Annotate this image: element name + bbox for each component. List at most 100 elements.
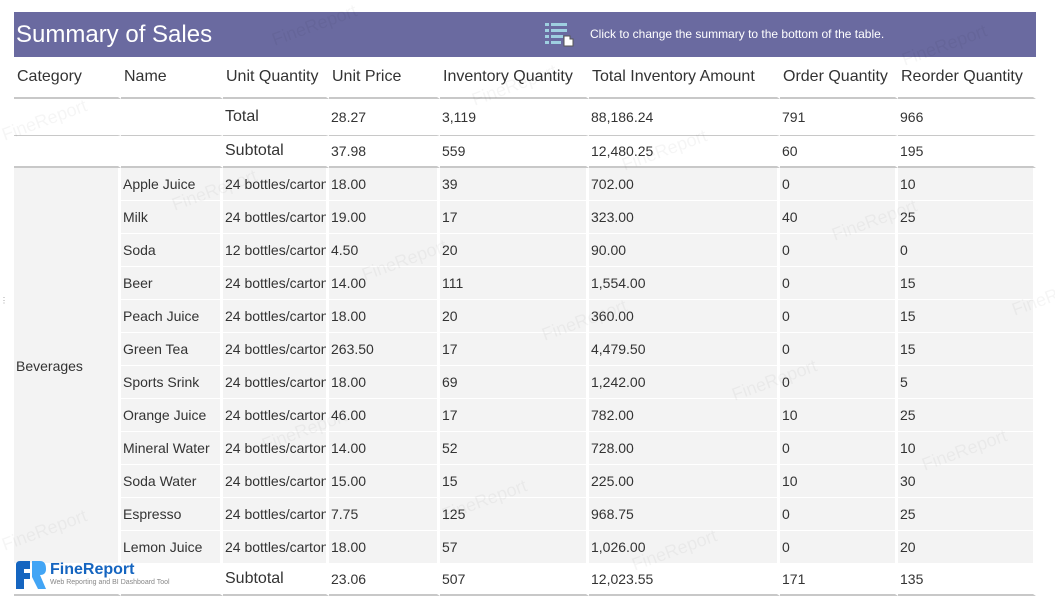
resize-handle[interactable]: ⋮ [0,296,8,305]
table-row: Espresso 24 bottles/carton 7.75 125 968.75 0 2… [14,498,1036,531]
table-row: Green Tea 24 bottles/carton 263.50 17 4,479.… [14,333,1036,366]
reorder-quantity-cell: 25 [898,201,1036,234]
total-inventory-amount-cell: 702.00 [589,168,780,201]
order-quantity-cell: 0 [780,300,898,333]
summary-position-toggle[interactable]: Click to change the summary to the botto… [544,21,884,47]
unit-price-cell: 7.75 [329,498,440,531]
blank-cell [121,564,223,596]
table-row: Soda Water 24 bottles/carton 15.00 15 225.00… [14,465,1036,498]
subtotal-row: Subtotal 37.98 559 12,480.25 60 195 [14,136,1036,168]
reorder-quantity-cell: 25 [898,498,1036,531]
unit-price-cell: 18.00 [329,300,440,333]
unit-quantity-cell: 24 bottles/carton [223,333,329,366]
name-cell: Apple Juice [121,168,223,201]
finereport-logo: FineReport Web Reporting and BI Dashboar… [14,559,170,591]
total-inventory-amount: 88,186.24 [589,99,780,136]
total-inventory-amount-cell: 90.00 [589,234,780,267]
summary-toggle-label[interactable]: Click to change the summary to the botto… [590,27,885,41]
total-order-quantity: 791 [780,99,898,136]
total-inventory-amount-cell: 968.75 [589,498,780,531]
name-cell: Lemon Juice [121,531,223,564]
unit-quantity-cell: 24 bottles/carton [223,432,329,465]
unit-quantity-cell: 24 bottles/carton [223,201,329,234]
unit-price-cell: 18.00 [329,531,440,564]
unit-quantity-cell: 24 bottles/carton [223,168,329,201]
inventory-quantity-cell: 20 [440,300,589,333]
unit-quantity-cell: 24 bottles/carton [223,366,329,399]
total-inventory-amount-cell: 323.00 [589,201,780,234]
name-cell: Sports Srink [121,366,223,399]
total-inventory-amount-cell: 782.00 [589,399,780,432]
subtotal-order-quantity: 60 [780,136,898,168]
name-cell: Orange Juice [121,399,223,432]
unit-price-cell: 4.50 [329,234,440,267]
inventory-quantity-cell: 125 [440,498,589,531]
name-cell: Espresso [121,498,223,531]
total-inventory-quantity: 3,119 [440,99,589,136]
total-label: Total [223,99,329,136]
unit-price-cell: 15.00 [329,465,440,498]
table-summary-icon[interactable] [544,21,574,47]
table-row: Beverages Apple Juice 24 bottles/carton 18.… [14,168,1036,564]
reorder-quantity-cell: 30 [898,465,1036,498]
sales-summary-table: Category Name Unit Quantity Unit Price I… [14,57,1036,596]
inventory-quantity-cell: 57 [440,531,589,564]
order-quantity-cell: 10 [780,465,898,498]
reorder-quantity-cell: 15 [898,333,1036,366]
unit-quantity-cell: 12 bottles/carton [223,234,329,267]
blank-cell [121,136,223,168]
total-inventory-amount-cell: 728.00 [589,432,780,465]
order-quantity-cell: 40 [780,201,898,234]
table-header-row: Category Name Unit Quantity Unit Price I… [14,57,1036,99]
total-inventory-amount-cell: 1,554.00 [589,267,780,300]
blank-cell [14,136,121,168]
blank-cell [14,99,121,136]
table-row: Peach Juice 24 bottles/carton 18.00 20 360.0… [14,300,1036,333]
unit-quantity-cell: 24 bottles/carton [223,300,329,333]
unit-quantity-cell: 24 bottles/carton [223,531,329,564]
total-unit-price: 28.27 [329,99,440,136]
reorder-quantity-cell: 15 [898,300,1036,333]
inventory-quantity-cell: 17 [440,333,589,366]
blank-cell [121,99,223,136]
unit-quantity-cell: 24 bottles/carton [223,498,329,531]
name-cell: Peach Juice [121,300,223,333]
total-inventory-amount-cell: 4,479.50 [589,333,780,366]
category-cell: Beverages [14,168,121,564]
inventory-quantity-cell: 39 [440,168,589,201]
unit-quantity-cell: 24 bottles/carton [223,465,329,498]
unit-price-cell: 18.00 [329,366,440,399]
reorder-quantity-cell: 10 [898,432,1036,465]
column-header-unit-price: Unit Price [329,57,440,99]
inventory-quantity-cell: 15 [440,465,589,498]
logo-tagline: Web Reporting and BI Dashboard Tool [50,579,170,586]
inventory-quantity-cell: 52 [440,432,589,465]
inventory-quantity-cell: 20 [440,234,589,267]
column-header-total-inventory-amount: Total Inventory Amount [589,57,780,99]
unit-price-cell: 46.00 [329,399,440,432]
table-row: Sports Srink 24 bottles/carton 18.00 69 1,24… [14,366,1036,399]
reorder-quantity-cell: 15 [898,267,1036,300]
subtotal-row-bottom: Subtotal 23.06 507 12,023.55 171 135 [14,564,1036,596]
subtotal-order-quantity: 171 [780,564,898,596]
unit-quantity-cell: 24 bottles/carton [223,267,329,300]
order-quantity-cell: 10 [780,399,898,432]
inventory-quantity-cell: 17 [440,201,589,234]
order-quantity-cell: 0 [780,432,898,465]
reorder-quantity-cell: 5 [898,366,1036,399]
order-quantity-cell: 0 [780,531,898,564]
column-header-unit-quantity: Unit Quantity [223,57,329,99]
subtotal-inventory-quantity: 559 [440,136,589,168]
name-cell: Soda Water [121,465,223,498]
reorder-quantity-cell: 0 [898,234,1036,267]
total-inventory-amount-cell: 1,026.00 [589,531,780,564]
reorder-quantity-cell: 25 [898,399,1036,432]
subtotal-reorder-quantity: 195 [898,136,1036,168]
reorder-quantity-cell: 20 [898,531,1036,564]
unit-price-cell: 14.00 [329,267,440,300]
inventory-quantity-cell: 17 [440,399,589,432]
subtotal-inventory-amount: 12,023.55 [589,564,780,596]
blank-cell [14,564,121,596]
unit-price-cell: 263.50 [329,333,440,366]
name-cell: Soda [121,234,223,267]
